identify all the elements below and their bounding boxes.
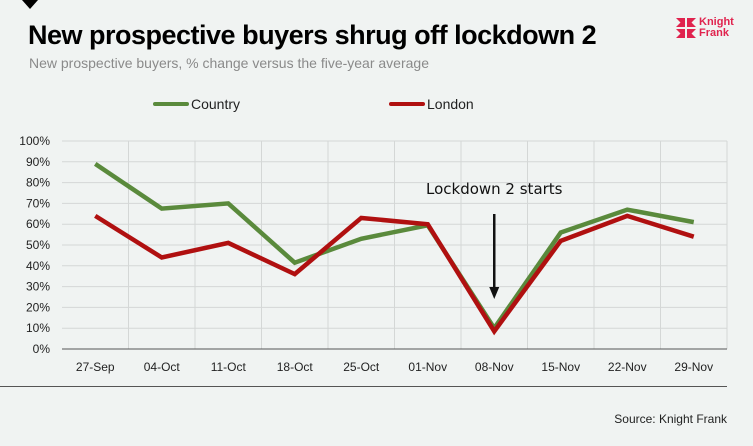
x-tick-label: 15-Nov: [541, 360, 580, 374]
legend-item-country: Country: [153, 96, 240, 112]
y-tick-label: 10%: [26, 321, 50, 335]
x-tick-label: 18-Oct: [277, 360, 314, 374]
logo-text-frank: Frank: [699, 27, 729, 39]
y-tick-label: 80%: [26, 176, 50, 190]
knight-frank-logo-icon: [676, 18, 696, 38]
x-tick-label: 22-Nov: [608, 360, 647, 374]
chart-subtitle: New prospective buyers, % change versus …: [29, 55, 429, 71]
corner-marker: [22, 0, 38, 9]
x-tick-label: 04-Oct: [144, 360, 181, 374]
chart-title: New prospective buyers shrug off lockdow…: [28, 20, 597, 50]
annotation-arrow-head-icon: [489, 287, 500, 299]
y-tick-label: 0%: [33, 342, 51, 356]
y-tick-label: 20%: [26, 300, 50, 314]
legend-label-london: London: [427, 96, 474, 112]
y-axis-ticks: 0% 10% 20% 30% 40% 50% 60% 70% 80% 90% 100%: [19, 134, 50, 356]
y-tick-label: 90%: [26, 155, 50, 169]
x-axis-ticks: 27-Sep 04-Oct 11-Oct 18-Oct 25-Oct 01-Nov 08-N…: [76, 360, 713, 374]
y-tick-label: 60%: [26, 217, 50, 231]
source-note: Source: Knight Frank: [614, 412, 727, 426]
y-tick-label: 40%: [26, 259, 50, 273]
legend-label-country: Country: [191, 96, 241, 112]
series-lines: [93, 162, 695, 336]
x-tick-label: 08-Nov: [475, 360, 514, 374]
legend-swatch-london: [389, 102, 425, 106]
bottom-divider: [0, 386, 727, 387]
y-tick-label: 30%: [26, 280, 50, 294]
y-tick-label: 70%: [26, 196, 50, 210]
y-tick-label: 50%: [26, 238, 50, 252]
legend-item-london: London: [389, 96, 474, 112]
annotation-lockdown: Lockdown 2 starts: [426, 180, 563, 299]
gridlines: [62, 140, 728, 349]
x-tick-label: 27-Sep: [76, 360, 115, 374]
x-tick-label: 01-Nov: [408, 360, 447, 374]
annotation-text: Lockdown 2 starts: [426, 180, 563, 198]
knight-frank-logo: Knight Frank: [676, 17, 734, 39]
x-tick-label: 25-Oct: [343, 360, 380, 374]
series-line-country: [93, 162, 695, 333]
legend-swatch-country: [153, 102, 189, 106]
y-tick-label: 100%: [19, 134, 50, 148]
x-tick-label: 29-Nov: [674, 360, 713, 374]
series-line-london: [94, 213, 695, 336]
x-tick-label: 11-Oct: [211, 360, 247, 374]
logo-text-knight: Knight: [699, 16, 734, 28]
